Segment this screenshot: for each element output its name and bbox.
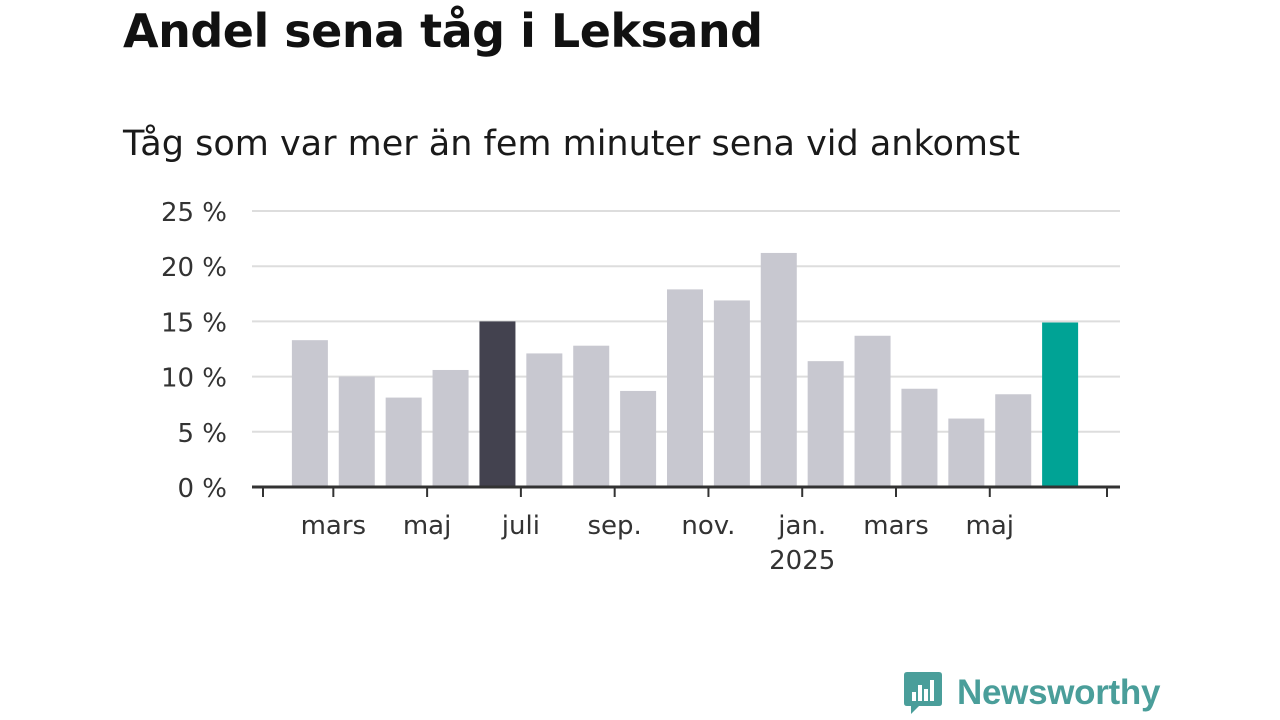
- y-tick-label: 10 %: [161, 364, 227, 394]
- newsworthy-logo: Newsworthy: [903, 670, 1160, 716]
- bar: [338, 376, 375, 487]
- x-tick-label: mars: [301, 511, 367, 541]
- y-tick-label: 15 %: [161, 308, 227, 338]
- x-tick-label: mars: [863, 511, 929, 541]
- y-tick-label: 0 %: [177, 474, 227, 504]
- newsworthy-chart-bubble-icon: [904, 672, 942, 714]
- x-tick-label: nov.: [681, 511, 735, 541]
- bar: [1042, 322, 1079, 487]
- bar: [479, 321, 516, 487]
- y-tick-label: 20 %: [161, 253, 227, 283]
- bar: [713, 300, 750, 487]
- bar: [901, 388, 938, 487]
- x-tick-label: jan.: [777, 511, 826, 541]
- bar: [526, 353, 563, 487]
- bar: [854, 335, 891, 487]
- bar: [667, 289, 703, 487]
- x-tick-year-label: 2025: [769, 546, 835, 576]
- bar: [995, 394, 1032, 487]
- x-tick-label: sep.: [588, 511, 642, 541]
- bar: [620, 390, 657, 487]
- x-tick-label: maj: [403, 511, 451, 541]
- bar: [573, 345, 610, 487]
- x-tick-label: juli: [501, 511, 540, 541]
- bar: [760, 252, 797, 487]
- chart-title: Andel sena tåg i Leksand: [123, 4, 763, 58]
- chart-subtitle: Tåg som var mer än fem minuter sena vid …: [123, 124, 1020, 164]
- bar: [807, 361, 844, 487]
- bar: [432, 369, 469, 487]
- y-tick-label: 25 %: [161, 198, 227, 228]
- bar: [291, 340, 328, 487]
- bar: [948, 418, 985, 487]
- brand-name: Newsworthy: [957, 673, 1161, 712]
- bar: [385, 397, 422, 487]
- x-tick-label: maj: [966, 511, 1014, 541]
- y-tick-label: 5 %: [177, 419, 227, 449]
